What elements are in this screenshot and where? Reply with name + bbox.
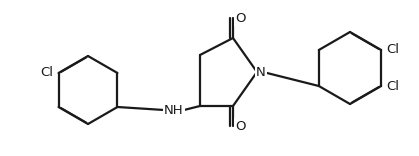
- Text: NH: NH: [164, 103, 184, 117]
- Text: Cl: Cl: [41, 66, 54, 80]
- Text: O: O: [235, 12, 245, 24]
- Text: O: O: [235, 119, 245, 132]
- Text: N: N: [256, 66, 266, 78]
- Text: Cl: Cl: [386, 44, 399, 56]
- Text: Cl: Cl: [386, 80, 399, 93]
